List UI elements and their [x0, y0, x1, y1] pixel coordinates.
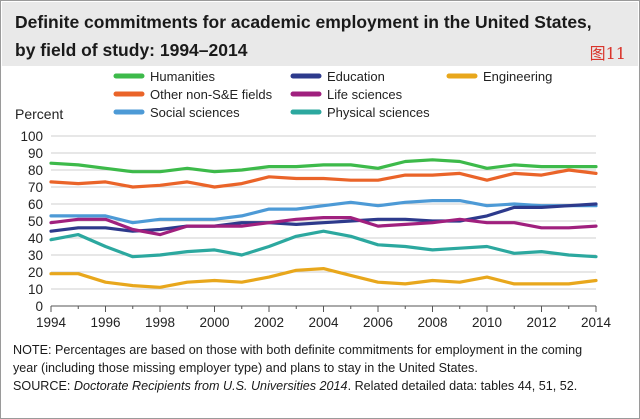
x-axis-ticks: 1994 1996 1998 2000 2002 2004 2006 2008 2010 2012… — [36, 305, 612, 330]
x-tick-label: 2004 — [308, 315, 339, 330]
series-line-life-sciences — [49, 216, 598, 237]
y-tick-label: 80 — [28, 163, 43, 178]
y-axis-ticks: 0 10 20 30 40 50 60 70 80 90 100 — [20, 129, 43, 314]
y-tick-label: 10 — [28, 282, 43, 297]
legend-label-social-sciences: Social sciences — [150, 105, 240, 120]
x-tick-label: 1998 — [145, 315, 175, 330]
y-tick-label: 50 — [28, 214, 43, 229]
y-tick-label: 0 — [35, 299, 43, 314]
y-tick-label: 30 — [28, 248, 43, 263]
legend-label-other-non-s-e-fields: Other non-S&E fields — [150, 87, 273, 102]
gridlines — [51, 135, 596, 307]
series-line-engineering — [49, 267, 598, 289]
y-tick-label: 100 — [20, 129, 43, 144]
series-line-social-sciences — [49, 199, 598, 225]
y-axis-label: Percent — [15, 106, 63, 122]
line-chart: Humanities Education Engineering Other non-… — [15, 69, 612, 330]
legend-label-life-sciences: Life sciences — [327, 87, 403, 102]
notes-block: NOTE: Percentages are based on those wit… — [13, 341, 633, 395]
y-tick-label: 20 — [28, 265, 43, 280]
source-suffix: . Related detailed data: tables 44, 51, … — [347, 379, 578, 393]
legend-label-engineering: Engineering — [483, 69, 552, 84]
source-title: Doctorate Recipients from U.S. Universit… — [73, 379, 348, 393]
source-prefix: SOURCE: — [13, 379, 74, 393]
series-line-other-non-s-e-fields — [49, 168, 598, 189]
y-tick-label: 90 — [28, 146, 43, 161]
series-lines — [49, 158, 598, 289]
chart-title-line-1: Definite commitments for academic employ… — [15, 12, 592, 32]
chart-legend: Humanities Education Engineering Other non-… — [113, 69, 552, 120]
title-bar: Definite commitments for academic employ… — [2, 2, 638, 66]
source-line: SOURCE: Doctorate Recipients from U.S. U… — [13, 377, 633, 395]
x-tick-label: 2006 — [363, 315, 393, 330]
x-tick-label: 2014 — [581, 315, 612, 330]
x-tick-label: 2012 — [526, 315, 556, 330]
legend-label-education: Education — [327, 69, 385, 84]
series-line-physical-sciences — [49, 229, 598, 259]
x-tick-label: 2010 — [472, 315, 502, 330]
y-tick-label: 60 — [28, 197, 43, 212]
note-line-1: NOTE: Percentages are based on those wit… — [13, 343, 583, 357]
series-line-humanities — [49, 158, 598, 174]
x-tick-label: 2002 — [254, 315, 284, 330]
y-tick-label: 40 — [28, 231, 43, 246]
chart-title-line-2: by field of study: 1994–2014 — [15, 40, 248, 60]
figure-number-stamp: 图11 — [589, 44, 626, 63]
x-tick-label: 1994 — [36, 315, 67, 330]
x-tick-label: 2008 — [417, 315, 447, 330]
legend-label-physical-sciences: Physical sciences — [327, 105, 430, 120]
legend-label-humanities: Humanities — [150, 69, 216, 84]
x-tick-label: 1996 — [90, 315, 120, 330]
note-line-2: year (including those missing employer t… — [13, 361, 478, 375]
y-tick-label: 70 — [28, 180, 43, 195]
x-tick-label: 2000 — [199, 315, 229, 330]
